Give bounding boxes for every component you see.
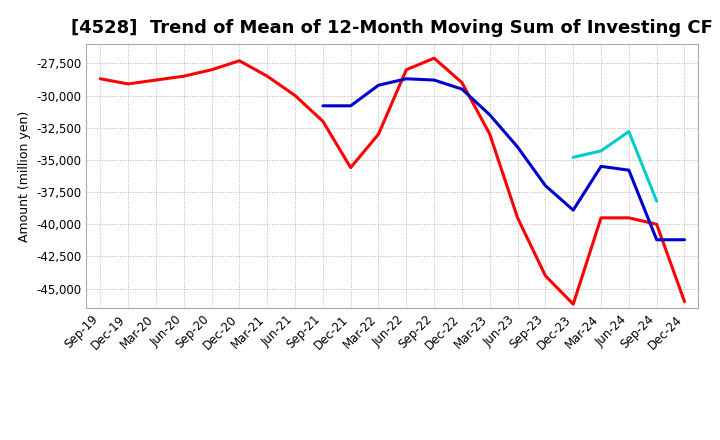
3 Years xyxy=(263,73,271,79)
3 Years xyxy=(597,215,606,220)
7 Years xyxy=(652,198,661,204)
5 Years xyxy=(402,76,410,81)
7 Years xyxy=(569,155,577,160)
5 Years xyxy=(652,237,661,242)
7 Years xyxy=(624,129,633,134)
3 Years xyxy=(152,77,161,83)
3 Years xyxy=(430,55,438,61)
5 Years xyxy=(569,208,577,213)
5 Years xyxy=(624,168,633,173)
3 Years xyxy=(513,215,522,220)
3 Years xyxy=(485,132,494,137)
5 Years xyxy=(485,112,494,117)
3 Years xyxy=(374,132,383,137)
5 Years xyxy=(346,103,355,108)
3 Years xyxy=(96,76,104,81)
5 Years xyxy=(541,183,550,188)
5 Years xyxy=(680,237,689,242)
5 Years xyxy=(513,144,522,150)
Line: 5 Years: 5 Years xyxy=(323,79,685,240)
Title: [4528]  Trend of Mean of 12-Month Moving Sum of Investing CF: [4528] Trend of Mean of 12-Month Moving … xyxy=(71,19,714,37)
5 Years xyxy=(318,103,327,108)
3 Years xyxy=(680,299,689,304)
3 Years xyxy=(235,58,243,63)
5 Years xyxy=(597,164,606,169)
3 Years xyxy=(541,273,550,279)
Y-axis label: Amount (million yen): Amount (million yen) xyxy=(18,110,31,242)
3 Years xyxy=(346,165,355,170)
Line: 3 Years: 3 Years xyxy=(100,58,685,304)
3 Years xyxy=(458,80,467,85)
5 Years xyxy=(374,83,383,88)
7 Years xyxy=(597,148,606,154)
3 Years xyxy=(291,93,300,98)
3 Years xyxy=(569,301,577,307)
3 Years xyxy=(124,81,132,87)
Line: 7 Years: 7 Years xyxy=(573,132,657,201)
3 Years xyxy=(624,215,633,220)
3 Years xyxy=(207,67,216,73)
3 Years xyxy=(179,73,188,79)
5 Years xyxy=(458,86,467,92)
3 Years xyxy=(652,222,661,227)
5 Years xyxy=(430,77,438,83)
3 Years xyxy=(402,67,410,73)
3 Years xyxy=(318,119,327,124)
